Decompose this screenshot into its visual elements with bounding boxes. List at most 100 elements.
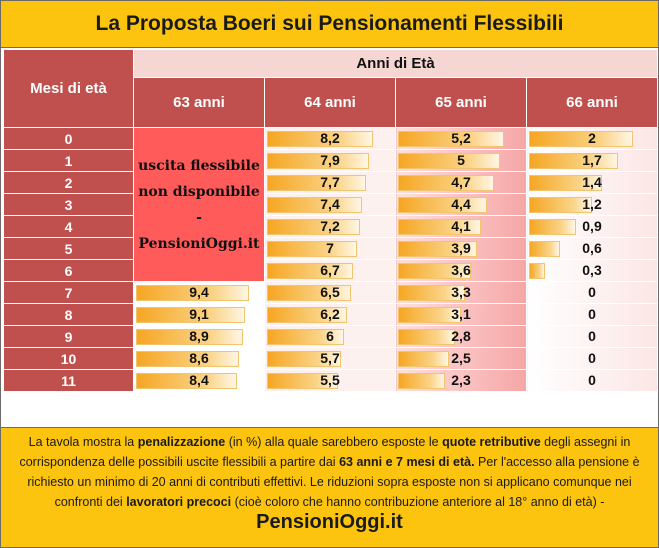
data-bar [136,329,243,345]
cell-value: 0 [588,350,596,366]
table-row: 8 9,1 6,2 3,1 0 [3,303,658,326]
table-row: 9 8,9 6 2,8 0 [3,325,658,348]
data-bar [267,219,360,235]
cell-v64-m3: 7,4 [264,193,396,216]
data-bar [267,241,357,257]
footer-text-3: degli assegni in corrispondenza delle po… [19,435,631,469]
data-bar [398,329,455,345]
footer-bold-quote: quote retributive [442,435,541,449]
cell-v64-m9: 6 [264,325,396,348]
cell-value: 1,2 [582,196,602,212]
table-row: 6 6,7 3,6 0,3 [3,259,658,282]
cell-v66-m3: 1,2 [526,193,658,216]
cell-value: 0 [588,284,596,300]
table-row: 10 8,6 5,7 2,5 0 [3,347,658,370]
data-bar [136,307,245,323]
data-bar [267,131,373,147]
data-bar [136,373,237,389]
data-bar [529,131,633,147]
cell-value: 0,6 [582,240,602,256]
cell-v65-m10: 2,5 [395,347,527,370]
cell-value: 2,3 [451,372,471,388]
table-row: 4 7,2 4,1 0,9 [3,215,658,238]
month-cell: 9 [3,325,134,348]
cell-v66-m5: 0,6 [526,237,658,260]
cell-v64-m10: 5,7 [264,347,396,370]
footer-bold-age: 63 anni e 7 mesi di età. [339,455,475,469]
not-available-block: uscita flessibile non disponibile - Pensio… [133,127,265,282]
cell-v65-m11: 2,3 [395,369,527,392]
header-row-1: Mesi di età Anni di Età [3,49,658,128]
cell-value: 4,4 [451,196,471,212]
cell-v65-m3: 4,4 [395,193,527,216]
cell-v65-m1: 5 [395,149,527,172]
month-cell: 1 [3,149,134,172]
data-bar [267,153,369,169]
cell-v64-m1: 7,9 [264,149,396,172]
table-row: 3 7,4 4,4 1,2 [3,193,658,216]
cell-v64-m5: 7 [264,237,396,260]
cell-v64-m2: 7,7 [264,171,396,194]
cell-v65-m2: 4,7 [395,171,527,194]
data-bar [136,351,239,367]
cell-value: 6 [326,328,334,344]
data-bar [267,263,353,279]
data-bar [398,373,445,389]
cell-v65-m4: 4,1 [395,215,527,238]
cell-value: 5,5 [320,372,340,388]
data-bar [398,241,477,257]
months-header: Mesi di età [3,49,134,128]
data-bar [529,263,545,279]
age-col-64: 64 anni [264,77,396,128]
table-row: 0 uscita flessibile non disponibile - Pensi… [3,127,658,282]
table-row: 1 7,9 5 1,7 [3,149,658,172]
header-row-2: 63 anni 64 anni 65 anni 66 anni [4,77,658,128]
data-bar [398,219,481,235]
footer-text-5: (cioè coloro che hanno contribuzione ant… [231,495,605,509]
age-col-65: 65 anni [395,77,527,128]
cell-v66-m7: 0 [526,281,658,304]
cell-v65-m7: 3,3 [395,281,527,304]
month-cell: 4 [3,215,134,238]
cell-v64-m8: 6,2 [264,303,396,326]
cell-v64-m6: 6,7 [264,259,396,282]
data-bar [529,175,602,191]
cell-v64-m7: 6,5 [264,281,396,304]
footer-text-1: La tavola mostra la [28,435,138,449]
cell-v65-m8: 3,1 [395,303,527,326]
month-cell: 10 [3,347,134,370]
not-available-line: uscita flessibile [138,157,260,174]
not-available-line: PensioniOggi.it [138,235,260,252]
cell-v64-m11: 5,5 [264,369,396,392]
data-bar [529,219,576,235]
month-cell: 0 [3,127,134,150]
cell-value: 3,9 [451,240,471,256]
data-bar [398,351,449,367]
cell-v64-m0: 8,2 [264,127,396,150]
data-bar [267,351,341,367]
footer-text-4: Per l'accesso alla pensione è richiesto … [27,455,640,509]
cell-v63-m7: 9,4 [133,281,265,304]
table-row: 11 8,4 5,5 2,3 0 [3,369,658,392]
cell-v65-m9: 2,8 [395,325,527,348]
cell-v66-m6: 0,3 [526,259,658,282]
data-bar [267,329,344,345]
cell-v63-m8: 9,1 [133,303,265,326]
cell-value: 2,5 [451,350,471,366]
cell-value: 3,6 [451,262,471,278]
cell-v65-m0: 5,2 [395,127,527,150]
cell-value: 4,1 [451,218,471,234]
cell-value: 0,9 [582,218,602,234]
table-row: 2 7,7 4,7 1,4 [3,171,658,194]
data-bar [398,263,471,279]
cell-value: 1,7 [582,152,602,168]
footer-brand: PensioniOggi.it [256,511,403,533]
cell-v63-m9: 8,9 [133,325,265,348]
data-bar [398,153,500,169]
month-cell: 8 [3,303,134,326]
cell-value: 6,2 [320,306,340,322]
cell-value: 7,2 [320,218,340,234]
month-cell: 3 [3,193,134,216]
cell-value: 0 [588,372,596,388]
cell-value: 7,4 [320,196,340,212]
